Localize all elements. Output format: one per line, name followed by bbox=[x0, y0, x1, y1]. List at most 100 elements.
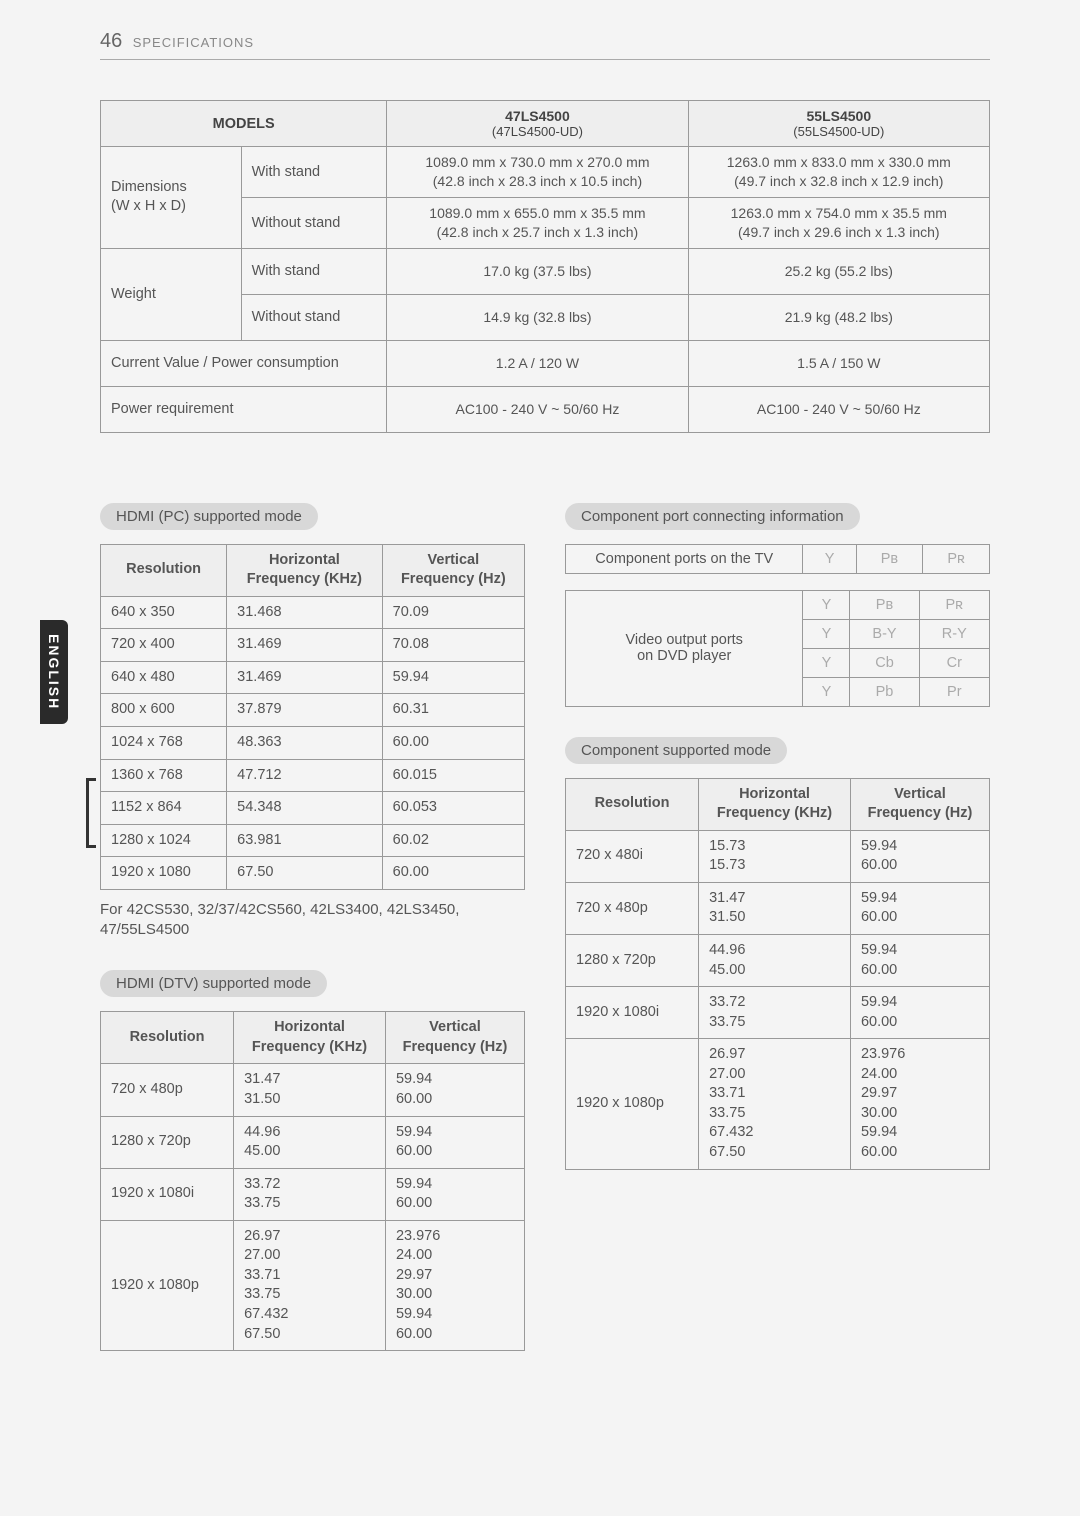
comp-port-title: Component port connecting information bbox=[565, 503, 860, 530]
comp-mode-title: Component supported mode bbox=[565, 737, 787, 764]
table-cell: 1920 x 1080p bbox=[101, 1220, 234, 1350]
table-cell: 1280 x 720p bbox=[566, 934, 699, 986]
table-cell: R-Y bbox=[919, 619, 989, 648]
hdmi-pc-note: For 42CS530, 32/37/42CS560, 42LS3400, 42… bbox=[100, 900, 525, 941]
table-cell: Pʙ bbox=[850, 590, 919, 619]
table-cell: 640 x 480 bbox=[101, 661, 227, 694]
hdmi-dtv-h-hf: Horizontal Frequency (KHz) bbox=[234, 1012, 386, 1064]
table-cell: 54.348 bbox=[227, 792, 382, 825]
page-number: 46 bbox=[100, 30, 122, 52]
table-cell: 59.94 60.00 bbox=[850, 830, 989, 882]
table-cell: 1024 x 768 bbox=[101, 726, 227, 759]
models-table: MODELS 47LS4500 (47LS4500-UD) 55LS4500 (… bbox=[100, 100, 990, 433]
table-cell: Pb bbox=[850, 677, 919, 706]
table-cell: B-Y bbox=[850, 619, 919, 648]
w-wos-b: 21.9 kg (48.2 lbs) bbox=[688, 294, 989, 340]
table-cell: Pr bbox=[919, 677, 989, 706]
table-cell: 23.976 24.00 29.97 30.00 59.94 60.00 bbox=[385, 1220, 524, 1350]
table-cell: 48.363 bbox=[227, 726, 382, 759]
table-cell: 70.09 bbox=[382, 596, 524, 629]
table-cell: 44.96 45.00 bbox=[699, 934, 851, 986]
table-cell: 1920 x 1080p bbox=[566, 1039, 699, 1169]
table-cell: Cr bbox=[919, 648, 989, 677]
dim-ws-b: 1263.0 mm x 833.0 mm x 330.0 mm (49.7 in… bbox=[688, 147, 989, 198]
page-header: 46 SPECIFICATIONS bbox=[100, 30, 990, 60]
right-column: Component port connecting information Co… bbox=[565, 473, 990, 1170]
table-cell: 59.94 60.00 bbox=[385, 1064, 524, 1116]
table-cell: 1360 x 768 bbox=[101, 759, 227, 792]
table-cell: 720 x 480p bbox=[101, 1064, 234, 1116]
comp-tv-y: Y bbox=[803, 544, 856, 573]
comp-mode-h-hf: Horizontal Frequency (KHz) bbox=[699, 778, 851, 830]
hdmi-dtv-table: Resolution Horizontal Frequency (KHz) Ve… bbox=[100, 1011, 525, 1351]
language-tab: ENGLISH bbox=[40, 620, 68, 724]
table-cell: Y bbox=[803, 648, 850, 677]
table-cell: 1280 x 1024 bbox=[101, 824, 227, 857]
comp-tv-pb: Pʙ bbox=[856, 544, 923, 573]
comp-tv-pr: Pʀ bbox=[923, 544, 990, 573]
page-section-title: SPECIFICATIONS bbox=[133, 35, 254, 50]
comp-mode-h-res: Resolution bbox=[566, 778, 699, 830]
comp-port-tv-table: Component ports on the TV Y Pʙ Pʀ bbox=[565, 544, 990, 574]
table-cell: 31.47 31.50 bbox=[699, 882, 851, 934]
hdmi-dtv-h-res: Resolution bbox=[101, 1012, 234, 1064]
with-stand-label: With stand bbox=[241, 147, 387, 198]
hdmi-pc-h-hf: Horizontal Frequency (KHz) bbox=[227, 544, 382, 596]
table-cell: 15.73 15.73 bbox=[699, 830, 851, 882]
weight-ws-label: With stand bbox=[241, 248, 387, 294]
pr-a: AC100 - 240 V ~ 50/60 Hz bbox=[387, 386, 688, 432]
table-cell: 1280 x 720p bbox=[101, 1116, 234, 1168]
w-ws-a: 17.0 kg (37.5 lbs) bbox=[387, 248, 688, 294]
table-cell: Y bbox=[803, 677, 850, 706]
dim-label: Dimensions (W x H x D) bbox=[101, 147, 242, 249]
comp-port-dvd-table: Video output ports on DVD playerYPʙPʀYB-… bbox=[565, 590, 990, 707]
hdmi-pc-h-res: Resolution bbox=[101, 544, 227, 596]
table-cell: Cb bbox=[850, 648, 919, 677]
dim-ws-a: 1089.0 mm x 730.0 mm x 270.0 mm (42.8 in… bbox=[387, 147, 688, 198]
table-cell: 59.94 60.00 bbox=[385, 1168, 524, 1220]
pr-b: AC100 - 240 V ~ 50/60 Hz bbox=[688, 386, 989, 432]
table-cell: 59.94 60.00 bbox=[850, 882, 989, 934]
table-cell: 59.94 60.00 bbox=[385, 1116, 524, 1168]
table-cell: 44.96 45.00 bbox=[234, 1116, 386, 1168]
table-cell: 33.72 33.75 bbox=[699, 987, 851, 1039]
w-ws-b: 25.2 kg (55.2 lbs) bbox=[688, 248, 989, 294]
cv-b: 1.5 A / 150 W bbox=[688, 340, 989, 386]
table-cell: 800 x 600 bbox=[101, 694, 227, 727]
table-cell: 63.981 bbox=[227, 824, 382, 857]
dim-wos-a: 1089.0 mm x 655.0 mm x 35.5 mm (42.8 inc… bbox=[387, 197, 688, 248]
table-cell: 1152 x 864 bbox=[101, 792, 227, 825]
table-cell: 37.879 bbox=[227, 694, 382, 727]
cv-label: Current Value / Power consumption bbox=[101, 340, 387, 386]
table-cell: 47.712 bbox=[227, 759, 382, 792]
table-cell: 31.469 bbox=[227, 661, 382, 694]
table-cell: 60.00 bbox=[382, 726, 524, 759]
hdmi-pc-table: Resolution Horizontal Frequency (KHz) Ve… bbox=[100, 544, 525, 890]
table-cell: 60.00 bbox=[382, 857, 524, 890]
hdmi-dtv-title: HDMI (DTV) supported mode bbox=[100, 970, 327, 997]
table-cell: Y bbox=[803, 590, 850, 619]
models-header: MODELS bbox=[101, 101, 387, 147]
table-cell: 31.469 bbox=[227, 629, 382, 662]
hdmi-pc-title: HDMI (PC) supported mode bbox=[100, 503, 318, 530]
comp-dvd-label: Video output ports on DVD player bbox=[566, 590, 803, 706]
table-cell: 1920 x 1080 bbox=[101, 857, 227, 890]
table-cell: 26.97 27.00 33.71 33.75 67.432 67.50 bbox=[699, 1039, 851, 1169]
table-cell: 31.468 bbox=[227, 596, 382, 629]
model-a-name: 47LS4500 bbox=[505, 108, 570, 124]
table-cell: 23.976 24.00 29.97 30.00 59.94 60.00 bbox=[850, 1039, 989, 1169]
table-cell: 1920 x 1080i bbox=[566, 987, 699, 1039]
weight-wos-label: Without stand bbox=[241, 294, 387, 340]
table-cell: Y bbox=[803, 619, 850, 648]
comp-mode-h-vf: Vertical Frequency (Hz) bbox=[850, 778, 989, 830]
cv-a: 1.2 A / 120 W bbox=[387, 340, 688, 386]
table-cell: 33.72 33.75 bbox=[234, 1168, 386, 1220]
model-a-header: 47LS4500 (47LS4500-UD) bbox=[387, 101, 688, 147]
model-b-name: 55LS4500 bbox=[807, 108, 872, 124]
hdmi-dtv-h-vf: Vertical Frequency (Hz) bbox=[385, 1012, 524, 1064]
model-a-sub: (47LS4500-UD) bbox=[397, 124, 677, 139]
dim-wos-b: 1263.0 mm x 754.0 mm x 35.5 mm (49.7 inc… bbox=[688, 197, 989, 248]
table-cell: 31.47 31.50 bbox=[234, 1064, 386, 1116]
table-cell: 60.053 bbox=[382, 792, 524, 825]
table-cell: 60.02 bbox=[382, 824, 524, 857]
